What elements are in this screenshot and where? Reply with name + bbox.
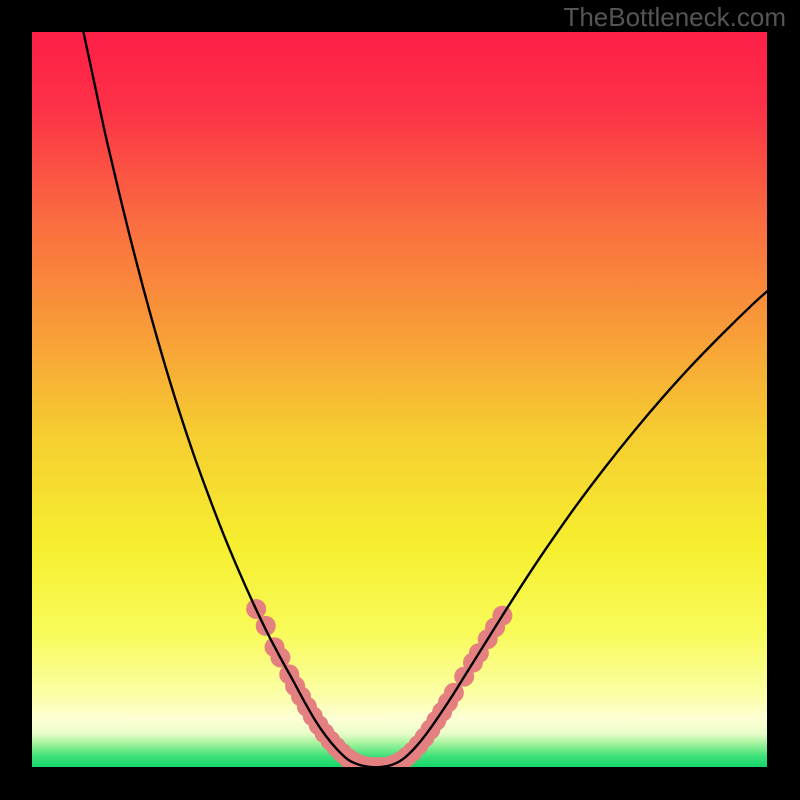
chart-root: TheBottleneck.com xyxy=(0,0,800,800)
band-marker-dot xyxy=(256,616,276,636)
chart-svg-overlay xyxy=(0,0,800,800)
watermark-text: TheBottleneck.com xyxy=(563,2,786,33)
bottleneck-curve xyxy=(83,32,767,767)
